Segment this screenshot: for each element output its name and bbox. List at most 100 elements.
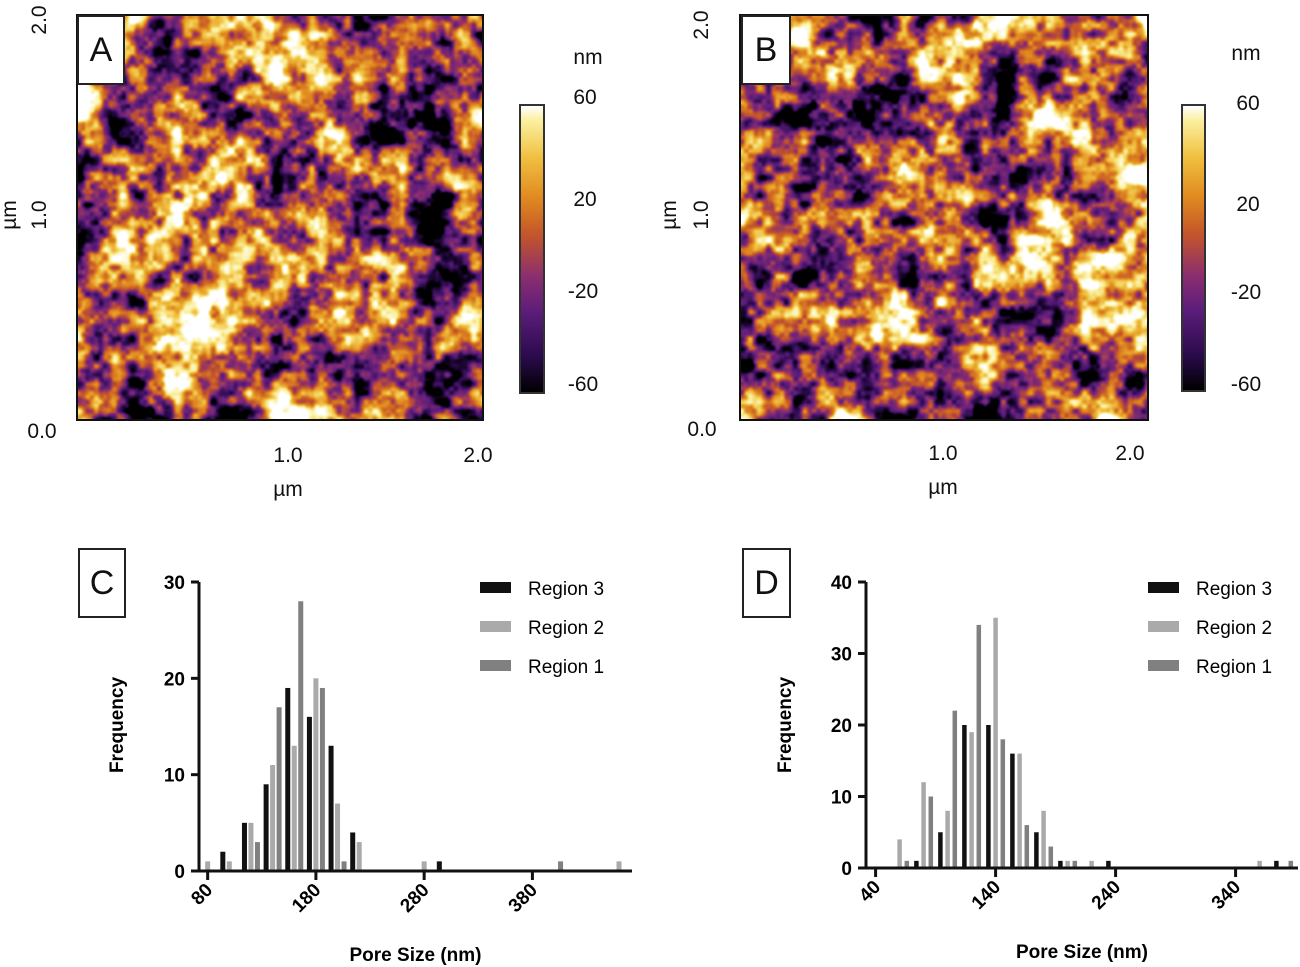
bar-region-2 xyxy=(356,842,362,871)
bar-region-2 xyxy=(205,861,211,871)
legend-label: Region 2 xyxy=(1196,618,1272,639)
x-axis-title: Pore Size (nm) xyxy=(1016,942,1148,963)
bar-region-3 xyxy=(1106,860,1111,868)
x-tick-b-2: 2.0 xyxy=(1115,442,1145,465)
colorbar-unit-b: nm xyxy=(1231,42,1261,65)
y-axis-title: Frequency xyxy=(775,677,796,774)
y-tick-label: 20 xyxy=(164,669,185,690)
bar-region-3 xyxy=(328,745,334,871)
bar-region-2 xyxy=(993,617,998,868)
bar-region-1 xyxy=(319,687,325,871)
bar-region-3 xyxy=(1010,753,1015,868)
panel-label-b: B xyxy=(741,15,791,85)
colorbar-tick-b: 20 xyxy=(1236,193,1260,216)
y-tick-label: 0 xyxy=(841,859,852,880)
y-tick-label: 30 xyxy=(831,645,852,666)
y-tick-label: 10 xyxy=(164,766,185,787)
legend-label: Region 3 xyxy=(1196,579,1272,600)
bar-region-3 xyxy=(914,860,919,868)
afm-image-a xyxy=(76,14,484,421)
y-tick-label: 30 xyxy=(164,573,185,594)
bar-region-1 xyxy=(1288,860,1294,868)
bar-region-1 xyxy=(276,707,282,871)
colorbar-b xyxy=(1181,104,1206,392)
bar-region-1 xyxy=(904,860,910,868)
legend-swatch xyxy=(480,660,511,671)
colorbar-tick-b: -20 xyxy=(1230,281,1262,304)
bar-region-3 xyxy=(1058,860,1063,868)
x-tick-label: 380 xyxy=(505,880,542,917)
bar-region-2 xyxy=(616,861,622,871)
bar-region-3 xyxy=(986,725,991,868)
x-tick-b-1: 1.0 xyxy=(928,442,958,465)
x-axis-title: Pore Size (nm) xyxy=(350,945,482,966)
bar-region-1 xyxy=(1000,739,1006,868)
bar-region-3 xyxy=(285,687,291,871)
colorbar-unit-a: nm xyxy=(573,46,603,69)
x-tick-label: 140 xyxy=(968,877,1005,914)
colorbar-a xyxy=(519,104,545,394)
bar-region-2 xyxy=(1017,753,1022,868)
panel-label-d: D xyxy=(742,548,791,618)
x-tick-label: 280 xyxy=(396,880,433,917)
bar-region-3 xyxy=(436,861,442,871)
colorbar-tick-a: 60 xyxy=(573,86,597,109)
legend-label: Region 1 xyxy=(1196,657,1272,678)
legend-label: Region 2 xyxy=(528,618,604,639)
bar-region-3 xyxy=(938,832,943,868)
bar-region-1 xyxy=(1048,846,1054,868)
origin-b: 0.0 xyxy=(687,418,717,441)
bar-region-1 xyxy=(952,710,958,868)
legend-swatch xyxy=(480,621,511,632)
y-tick-label: 10 xyxy=(831,788,852,809)
bar-region-2 xyxy=(248,822,254,871)
x-unit-b: µm xyxy=(928,476,958,499)
bar-region-2 xyxy=(1065,860,1070,868)
colorbar-tick-b: 60 xyxy=(1236,92,1260,115)
legend-swatch xyxy=(1148,621,1179,632)
bar-region-3 xyxy=(241,822,247,871)
x-tick-a-1: 1.0 xyxy=(273,444,303,467)
bar-region-3 xyxy=(1274,860,1279,868)
bar-region-2 xyxy=(1089,860,1094,868)
legend-swatch xyxy=(1148,582,1179,593)
bar-region-2 xyxy=(421,861,427,871)
colorbar-tick-a: 20 xyxy=(573,188,597,211)
bar-region-1 xyxy=(254,842,260,871)
legend-label: Region 3 xyxy=(528,579,604,600)
bar-region-2 xyxy=(291,745,297,871)
panel-label-a: A xyxy=(77,15,125,85)
bar-region-2 xyxy=(921,782,926,868)
legend-swatch xyxy=(1148,660,1179,671)
bar-region-3 xyxy=(306,716,312,871)
colorbar-tick-b: -60 xyxy=(1230,373,1262,396)
bar-region-2 xyxy=(226,861,232,871)
bar-region-2 xyxy=(897,839,902,868)
bar-region-1 xyxy=(976,624,982,868)
bar-region-2 xyxy=(945,810,950,868)
colorbar-tick-a: -60 xyxy=(567,373,599,396)
bar-region-2 xyxy=(313,678,319,871)
bar-region-2 xyxy=(270,765,276,871)
bar-region-3 xyxy=(1034,832,1039,868)
y-tick-label: 0 xyxy=(174,862,185,883)
bar-region-3 xyxy=(350,832,356,871)
legend-swatch xyxy=(480,582,511,593)
bar-region-2 xyxy=(335,803,341,871)
bar-region-2 xyxy=(969,732,974,868)
x-tick-label: 40 xyxy=(855,877,885,907)
x-unit-a: µm xyxy=(273,478,303,501)
legend-label: Region 1 xyxy=(528,657,604,678)
x-tick-label: 340 xyxy=(1208,877,1245,914)
bar-region-3 xyxy=(220,851,226,871)
x-tick-label: 240 xyxy=(1088,877,1125,914)
y-axis-title: Frequency xyxy=(107,677,128,774)
bar-region-1 xyxy=(558,861,564,871)
afm-image-b xyxy=(739,14,1149,421)
y-tick-label: 40 xyxy=(831,573,852,594)
origin-a: 0.0 xyxy=(27,420,57,443)
bar-region-1 xyxy=(1024,825,1030,868)
bar-region-1 xyxy=(1072,860,1078,868)
x-tick-label: 80 xyxy=(187,880,217,910)
